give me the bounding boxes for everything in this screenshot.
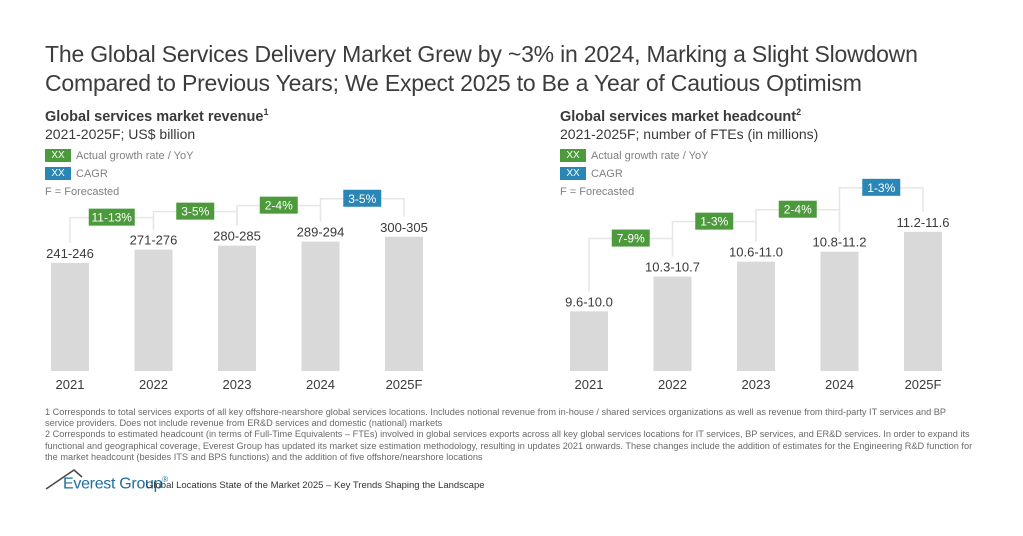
value-label: 10.8-11.2 (813, 235, 867, 250)
bar-2023 (737, 261, 775, 371)
legend-actual: XX Actual growth rate / YoY (560, 147, 1023, 165)
x-tick-label: 2023 (223, 377, 252, 392)
x-tick-label: 2023 (742, 377, 771, 392)
value-label: 11.2-11.6 (896, 215, 949, 230)
bar-2024 (820, 251, 859, 371)
growth-label: 2-4% (265, 199, 293, 213)
legend: XX Actual growth rate / YoY XX CAGR F = Fo… (560, 147, 1023, 201)
x-tick-label: 2021 (575, 377, 604, 392)
footer: Everest Group® Global Locations State of… (45, 468, 645, 496)
bar-2025F (904, 231, 942, 371)
bar-2022 (134, 249, 173, 371)
headcount-chart: 9.6-10.0 2021 10.3-10.7 2022 10.6-11.0 2023 10… (565, 178, 950, 392)
cagr-badge (343, 189, 382, 207)
value-label: 300-305 (380, 220, 428, 235)
growth-label: 2-4% (784, 203, 812, 217)
revenue-chart-title: Global services market revenue1 (45, 107, 269, 125)
headcount-panel: Global services market headcount2 2021-2… (560, 104, 1023, 404)
legend-actual: XX Actual growth rate / YoY (45, 147, 515, 165)
bar-2024 (301, 241, 340, 371)
headcount-chart-subtitle: 2021-2025F; number of FTEs (in millions) (560, 125, 819, 142)
value-label: 289-294 (297, 225, 345, 240)
footnote-1: 1 Corresponds to total services exports … (45, 407, 946, 429)
growth-label: 11-13% (92, 211, 133, 225)
headcount-chart-title: Global services market headcount2 (560, 107, 802, 125)
growth-label: 7-9% (617, 232, 645, 246)
everest-mountain-icon (45, 468, 83, 490)
x-tick-label: 2022 (139, 377, 168, 392)
footnotes: 1 Corresponds to total services exports … (45, 407, 975, 463)
growth-badge (176, 202, 215, 220)
footnote-marker: 1 (263, 107, 269, 117)
bar-2022 (653, 276, 692, 371)
legend-cagr: XX CAGR (45, 165, 515, 183)
legend-swatch-cagr: XX (560, 167, 586, 181)
growth-label: 3-5% (348, 192, 376, 206)
forecast-note: F = Forecasted (45, 185, 120, 198)
footnote-marker: 2 (796, 107, 802, 117)
x-tick-label: 2024 (306, 377, 335, 392)
legend-swatch-actual: XX (560, 149, 586, 163)
revenue-chart-subtitle: 2021-2025F; US$ billion (45, 125, 196, 142)
value-label: 271-276 (130, 233, 178, 248)
page-title: The Global Services Delivery Market Grew… (45, 41, 918, 96)
x-tick-label: 2022 (658, 377, 687, 392)
value-label: 10.3-10.7 (645, 260, 700, 275)
growth-badge (695, 212, 734, 230)
value-label: 280-285 (213, 229, 261, 244)
legend-swatch-actual: XX (45, 149, 71, 163)
growth-badge (611, 229, 650, 247)
legend-swatch-cagr: XX (45, 167, 71, 181)
bar-2021 (51, 262, 89, 371)
growth-label: 3-5% (181, 205, 209, 219)
forecast-note: F = Forecasted (560, 185, 635, 198)
value-label: 241-246 (46, 246, 94, 261)
revenue-panel: Global services market revenue1 2021-202… (45, 104, 515, 404)
x-tick-label: 2025F (905, 377, 942, 392)
value-label: 10.6-11.0 (729, 245, 783, 260)
growth-badge (778, 200, 817, 218)
legend: XX Actual growth rate / YoY XX CAGR F = Fo… (45, 147, 515, 201)
bar-2021 (570, 311, 608, 371)
everest-group-logo: Everest Group® (63, 475, 168, 493)
growth-label: 1-3% (867, 181, 895, 195)
growth-label: 1-3% (700, 215, 728, 229)
x-tick-label: 2021 (56, 377, 85, 392)
footnote-2: 2 Corresponds to estimated headcount (in… (45, 429, 973, 462)
bar-2025F (385, 236, 423, 371)
growth-badge (259, 196, 298, 214)
legend-cagr: XX CAGR (560, 165, 1023, 183)
x-tick-label: 2025F (386, 377, 423, 392)
bar-2023 (218, 245, 256, 371)
cagr-badge (862, 178, 901, 196)
x-tick-label: 2024 (825, 377, 854, 392)
footer-caption: Global Locations State of the Market 202… (146, 480, 485, 491)
growth-badge (88, 208, 135, 226)
revenue-chart: 241-246 2021 271-276 2022 280-285 2023 289-294… (46, 189, 428, 392)
value-label: 9.6-10.0 (565, 294, 613, 309)
